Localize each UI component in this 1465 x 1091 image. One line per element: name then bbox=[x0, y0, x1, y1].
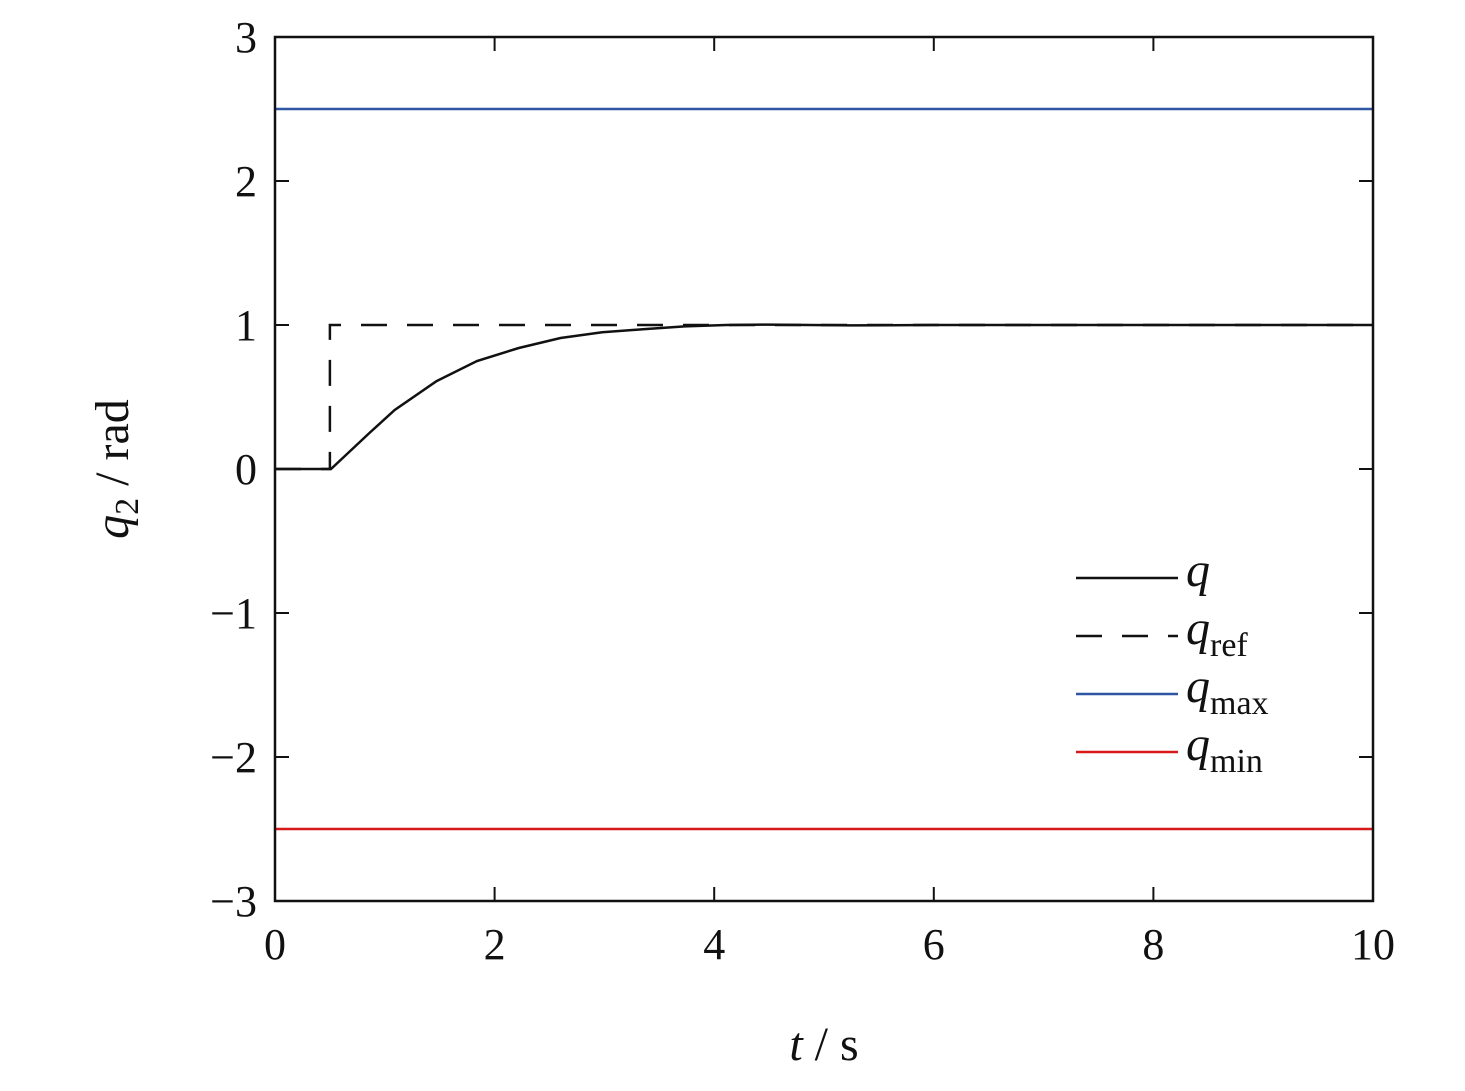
plot-frame bbox=[273, 35, 1375, 903]
series-line-q bbox=[275, 323, 1373, 471]
x-tick-label: 10 bbox=[1351, 920, 1395, 969]
legend-entry-ref: qref bbox=[1186, 602, 1248, 664]
y-tick-label: −1 bbox=[210, 589, 257, 638]
x-axis-label: t / s bbox=[789, 1018, 858, 1071]
legend-entry-max: qmax bbox=[1186, 660, 1269, 722]
x-tick-label: 6 bbox=[923, 920, 945, 969]
y-tick-label: 3 bbox=[235, 13, 257, 62]
legend-entry-q: q bbox=[1186, 544, 1210, 597]
y-tick-label: −3 bbox=[210, 877, 257, 926]
y-tick-label: 0 bbox=[235, 445, 257, 494]
x-tick-label: 0 bbox=[264, 920, 286, 969]
x-tick-label: 8 bbox=[1142, 920, 1164, 969]
legend-entry-min: qmin bbox=[1186, 718, 1263, 780]
x-tick-label: 4 bbox=[703, 920, 725, 969]
y-axis-label: q2 / rad bbox=[86, 399, 146, 539]
series-line-ref bbox=[275, 323, 1373, 471]
y-tick-label: 2 bbox=[235, 157, 257, 206]
series-layer bbox=[275, 107, 1373, 831]
y-tick-label: 1 bbox=[235, 301, 257, 350]
y-tick-label: −2 bbox=[210, 733, 257, 782]
x-tick-label: 2 bbox=[484, 920, 506, 969]
